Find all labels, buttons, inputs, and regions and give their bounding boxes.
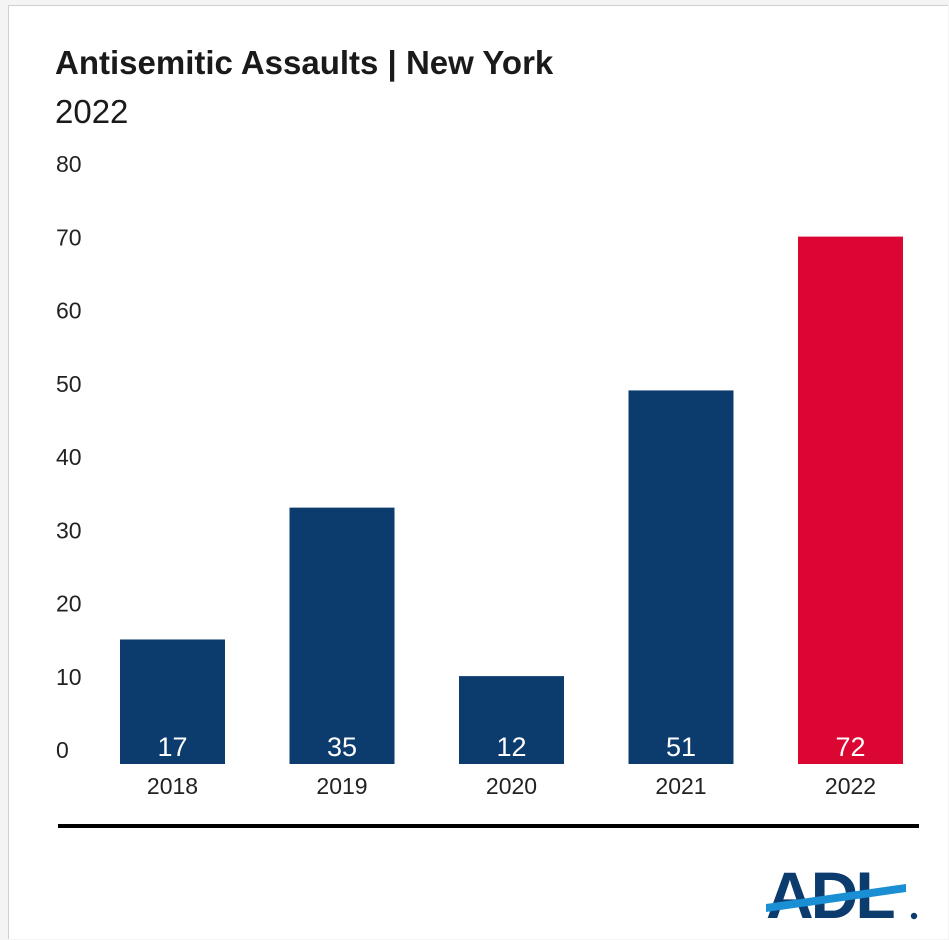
value-label-2021: 51 <box>666 732 696 762</box>
chart-title: Antisemitic Assaults | New York <box>55 44 554 81</box>
x-tick-label-2022: 2022 <box>825 773 876 799</box>
y-tick-label: 40 <box>56 444 82 470</box>
y-tick-label: 0 <box>56 737 69 763</box>
x-tick-label-2018: 2018 <box>147 773 198 799</box>
bar-2022 <box>798 236 903 765</box>
bar-2020 <box>459 676 564 764</box>
bar-2021 <box>628 390 734 764</box>
x-tick-label-2019: 2019 <box>316 773 367 799</box>
y-axis: 0 10 20 30 40 50 60 70 80 <box>56 151 82 763</box>
chart-subtitle: 2022 <box>55 93 129 130</box>
bar-2018 <box>120 639 225 764</box>
y-tick-label: 10 <box>56 664 82 690</box>
y-tick-label: 80 <box>56 151 82 177</box>
y-tick-label: 70 <box>56 224 82 250</box>
value-label-2022: 72 <box>835 732 865 762</box>
x-axis: 2018 2019 2020 2021 2022 <box>147 773 876 799</box>
adl-logo: ADL <box>766 860 918 924</box>
value-label-2020: 12 <box>496 732 526 762</box>
y-tick-label: 20 <box>56 591 82 617</box>
y-tick-label: 60 <box>56 298 82 324</box>
bars <box>120 236 903 765</box>
x-tick-label-2021: 2021 <box>655 773 706 799</box>
value-labels: 17 35 12 51 72 <box>157 732 865 762</box>
adl-logo-swoosh <box>766 884 906 912</box>
x-tick-label-2020: 2020 <box>486 773 537 799</box>
value-label-2019: 35 <box>327 732 357 762</box>
value-label-2018: 17 <box>157 732 187 762</box>
registered-mark-icon <box>910 912 918 920</box>
y-tick-label: 50 <box>56 371 82 397</box>
bar-2019 <box>289 507 395 764</box>
y-tick-label: 30 <box>56 517 82 543</box>
chart-card <box>8 5 948 939</box>
footer-divider <box>58 824 919 828</box>
